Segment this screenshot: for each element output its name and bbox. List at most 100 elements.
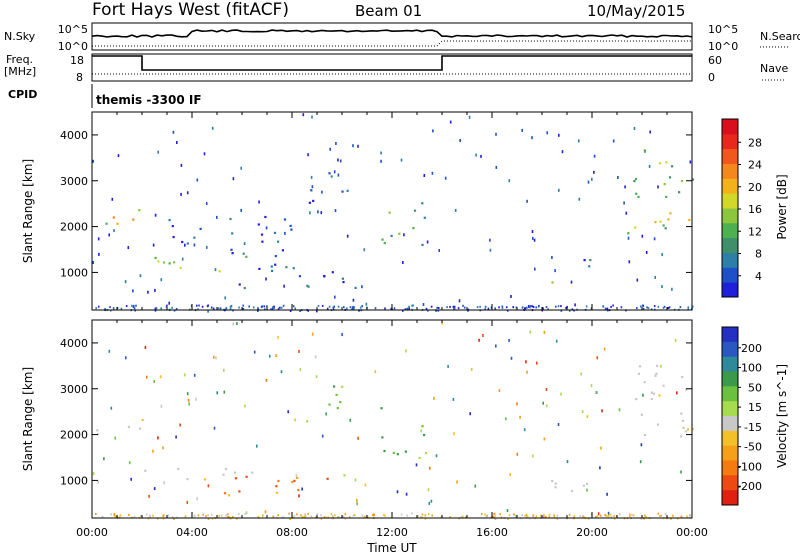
ground-band-cell — [642, 307, 645, 310]
ground-band-cell — [411, 304, 413, 307]
echo-cell — [650, 397, 653, 401]
power-colorbar-label: Power [dB] — [775, 174, 789, 239]
noise-cell — [154, 288, 156, 292]
noise-cell — [661, 285, 663, 289]
noise-cell — [510, 295, 512, 298]
colorbar-tick-label: -50 — [744, 441, 762, 454]
ground-band-cell — [430, 305, 433, 308]
ground-band-cell — [514, 513, 516, 516]
noise-cell — [183, 373, 186, 377]
echo-cell — [308, 201, 311, 204]
noise-cell — [207, 309, 209, 313]
echo-cell — [323, 275, 326, 278]
velocity-frame: 1000 2000 3000 4000 — [60, 319, 693, 519]
echo-cell — [650, 391, 653, 394]
echo-cell — [293, 479, 296, 482]
ground-band-cell — [613, 515, 615, 517]
echo-cell — [678, 191, 681, 194]
noise-cell — [357, 144, 359, 148]
echo-cell — [383, 241, 386, 245]
ground-band-cell — [568, 309, 571, 312]
noise-cell — [329, 147, 331, 151]
echo-cell — [586, 482, 589, 485]
ground-band-cell — [530, 305, 532, 308]
noise-cell — [153, 380, 155, 383]
ground-band-cell — [571, 308, 574, 311]
ground-band-cell — [198, 304, 200, 307]
noise-cell — [180, 192, 182, 196]
noise-cell — [600, 446, 602, 450]
colorbar-swatch — [722, 386, 738, 402]
echo-cell — [277, 479, 280, 483]
noise-cell — [333, 170, 336, 174]
noise-cell — [542, 401, 544, 405]
echo-cell — [296, 476, 299, 479]
noise-cell — [593, 154, 596, 158]
noise-cell — [431, 171, 434, 175]
noise-cell — [400, 158, 403, 162]
ground-band-cell — [484, 305, 487, 308]
ground-band-cell — [524, 307, 526, 310]
ground-band-cell — [565, 307, 567, 309]
noise-cell — [181, 257, 184, 261]
colorbar-tick-label: 24 — [748, 159, 762, 172]
echo-cell — [326, 477, 329, 480]
ground-band-cell — [202, 513, 204, 516]
ground-band-cell — [487, 307, 490, 310]
colorbar-swatch — [722, 237, 738, 253]
ground-band-cell — [411, 512, 413, 515]
noise-cell — [447, 364, 449, 368]
echo-cell — [218, 270, 221, 273]
ground-band-cell — [453, 308, 456, 311]
noise-cell — [207, 484, 210, 488]
nsearch-tick-bottom: 10^0 — [708, 40, 738, 53]
ground-band-cell — [595, 516, 597, 519]
ground-band-cell — [446, 306, 448, 309]
noise-cell — [430, 499, 433, 503]
colorbar-tick-label: -100 — [737, 460, 762, 473]
noise-cell — [103, 457, 105, 461]
colorbar-swatch — [722, 371, 738, 387]
noise-cell — [180, 163, 183, 167]
echo-cell — [589, 259, 592, 262]
ground-band-cell — [618, 513, 621, 516]
echo-cell — [242, 252, 245, 255]
echo-cell — [635, 398, 638, 401]
ground-band-cell — [374, 307, 377, 310]
echo-cell — [684, 430, 687, 433]
echo-cell — [328, 172, 331, 175]
ground-band-cell — [358, 309, 360, 312]
noise-cell — [606, 492, 608, 496]
echo-cell — [688, 218, 691, 222]
ground-band-cell — [568, 513, 571, 516]
echo-cell — [643, 433, 647, 436]
noise-cell — [287, 410, 289, 414]
ground-band-cell — [242, 304, 244, 307]
ground-band-cell — [404, 308, 407, 311]
echo-cell — [381, 238, 384, 241]
echo-cell — [144, 469, 147, 472]
ground-band-cell — [653, 305, 656, 308]
ground-band-cell — [279, 306, 281, 309]
ground-band-cell — [560, 309, 563, 312]
noise-cell — [153, 487, 156, 491]
ground-band-cell — [547, 308, 549, 311]
ground-band-cell — [481, 513, 483, 516]
noise-cell — [640, 443, 643, 447]
noise-cell — [162, 446, 164, 450]
noise-cell — [152, 243, 155, 247]
noise-cell — [489, 238, 491, 242]
noise-cell — [645, 251, 648, 254]
echo-cell — [424, 452, 428, 455]
ground-band-cell — [645, 516, 647, 518]
colorbar-swatch — [722, 222, 738, 239]
noise-cell — [334, 209, 337, 213]
ground-band-cell — [207, 517, 210, 520]
echo-cell — [230, 248, 233, 251]
echo-cell — [341, 190, 344, 193]
ground-band-cell — [545, 515, 547, 518]
ground-band-cell — [346, 307, 348, 310]
ground-band-cell — [227, 516, 229, 519]
noise-cell — [160, 278, 163, 282]
noise-cell — [144, 345, 147, 349]
